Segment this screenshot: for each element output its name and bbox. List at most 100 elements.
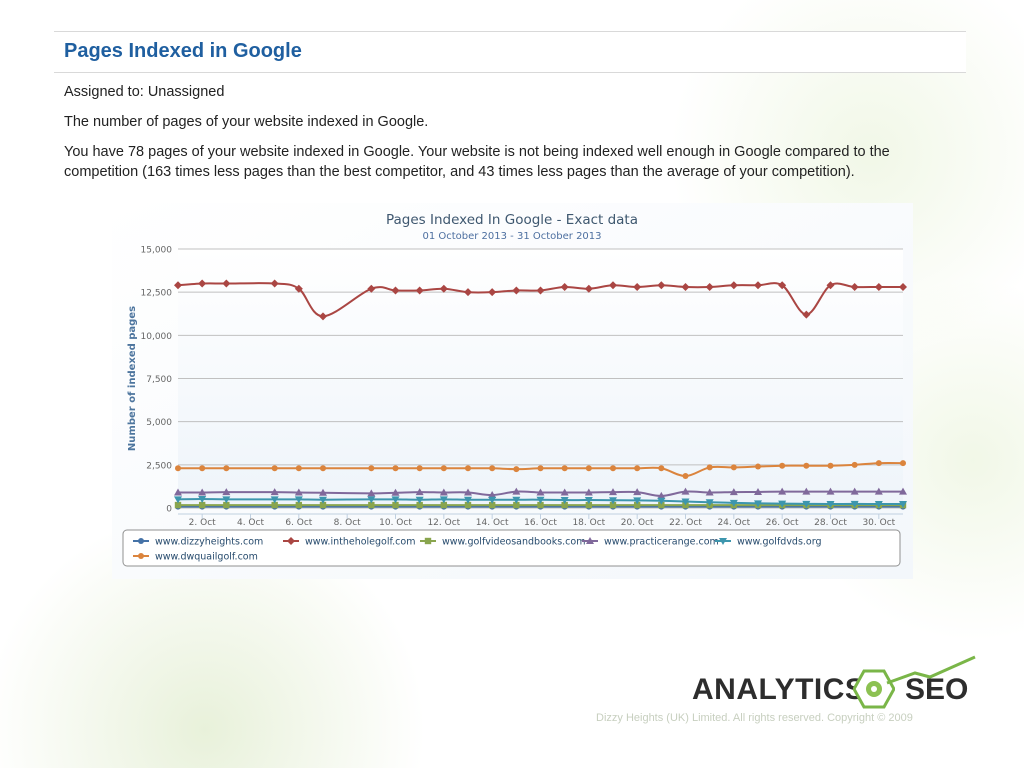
data-point — [294, 284, 303, 293]
data-point — [585, 465, 592, 472]
data-point — [319, 496, 327, 504]
data-point — [270, 496, 279, 504]
data-point — [850, 282, 859, 291]
data-point — [223, 501, 230, 509]
data-point — [465, 465, 471, 472]
data-point — [826, 281, 835, 290]
data-point — [584, 284, 593, 293]
legend-marker — [719, 538, 727, 545]
data-point — [198, 496, 207, 504]
data-point — [295, 465, 302, 472]
title-bar: Pages Indexed in Google — [54, 31, 966, 73]
x-tick-label: 10. Oct — [379, 518, 412, 528]
legend-marker — [138, 553, 144, 559]
data-point — [681, 282, 690, 291]
data-point — [439, 496, 448, 504]
data-point — [560, 497, 569, 505]
data-point — [512, 487, 521, 495]
chart-title: Pages Indexed In Google - Exact data — [386, 212, 638, 228]
data-point — [416, 501, 423, 509]
chart-container: Pages Indexed In Google - Exact data 01 O… — [112, 203, 913, 579]
data-point — [561, 465, 568, 472]
data-point — [826, 501, 835, 509]
data-point — [754, 500, 762, 508]
data-point — [802, 487, 811, 495]
pages-indexed-chart: Pages Indexed In Google - Exact data 01 O… — [112, 203, 913, 579]
data-point — [874, 501, 883, 509]
data-point — [560, 282, 569, 291]
chart-subtitle: 01 October 2013 - 31 October 2013 — [422, 231, 601, 242]
data-point — [175, 465, 181, 472]
data-point — [730, 464, 737, 471]
x-tick-label: 20. Oct — [621, 518, 654, 528]
y-tick-label: 5,000 — [146, 418, 172, 428]
data-point — [706, 464, 713, 471]
data-point — [633, 488, 642, 496]
data-point — [754, 281, 762, 290]
data-point — [174, 488, 182, 496]
data-point — [609, 501, 617, 509]
data-point — [705, 499, 714, 507]
data-point — [778, 487, 787, 495]
data-point — [874, 282, 883, 291]
logo-text-seo: SEO — [905, 673, 969, 706]
x-tick-label: 16. Oct — [524, 518, 557, 528]
legend-item-2: www.golfvideosandbooks.com — [442, 537, 585, 548]
y-tick-label: 0 — [166, 505, 172, 515]
data-point — [536, 488, 545, 496]
data-point — [223, 465, 230, 472]
data-point — [294, 496, 303, 504]
logo-swoosh-icon — [886, 655, 976, 685]
data-point — [513, 501, 520, 509]
x-tick-label: 30. Oct — [862, 518, 895, 528]
data-point — [464, 288, 472, 297]
data-point — [899, 282, 907, 291]
data-point — [222, 496, 231, 504]
x-tick-label: 8. Oct — [334, 518, 361, 528]
data-point — [512, 286, 521, 295]
data-point — [439, 488, 448, 496]
data-point — [415, 496, 424, 504]
data-point — [174, 496, 182, 504]
data-point — [416, 465, 423, 472]
data-point — [367, 496, 376, 504]
data-point — [705, 488, 714, 496]
data-point — [536, 286, 545, 295]
data-point — [464, 488, 472, 496]
data-point — [802, 310, 811, 319]
y-tick-label: 12,500 — [141, 289, 173, 299]
data-point — [609, 488, 617, 496]
data-point — [270, 488, 279, 496]
data-point — [464, 496, 472, 504]
data-point — [657, 491, 666, 499]
x-tick-label: 4. Oct — [237, 518, 264, 528]
data-point — [271, 501, 278, 509]
x-tick-label: 6. Oct — [285, 518, 312, 528]
data-point — [633, 501, 641, 509]
data-point — [392, 465, 399, 472]
data-point — [633, 497, 642, 505]
data-point — [512, 496, 521, 504]
data-point — [900, 460, 906, 467]
data-point — [199, 465, 206, 472]
data-point — [826, 487, 835, 495]
data-point — [851, 461, 858, 468]
assigned-text: Assigned to: Unassigned — [64, 84, 225, 100]
data-point — [489, 465, 496, 472]
y-tick-label: 2,500 — [146, 461, 172, 471]
data-point — [827, 462, 834, 469]
data-point — [488, 501, 496, 509]
data-point — [367, 489, 376, 497]
analytics-seo-logo: ANALYTICS SEO — [690, 655, 990, 735]
data-point — [198, 488, 207, 496]
data-point — [488, 496, 497, 504]
data-point — [222, 279, 231, 288]
data-point — [488, 491, 497, 499]
data-point — [415, 488, 424, 496]
data-point — [657, 497, 666, 505]
data-point — [537, 465, 544, 472]
data-point — [585, 501, 593, 509]
content-text: Assigned to: Unassigned The number of pa… — [64, 82, 964, 192]
data-point — [367, 284, 376, 293]
data-point — [513, 466, 520, 473]
